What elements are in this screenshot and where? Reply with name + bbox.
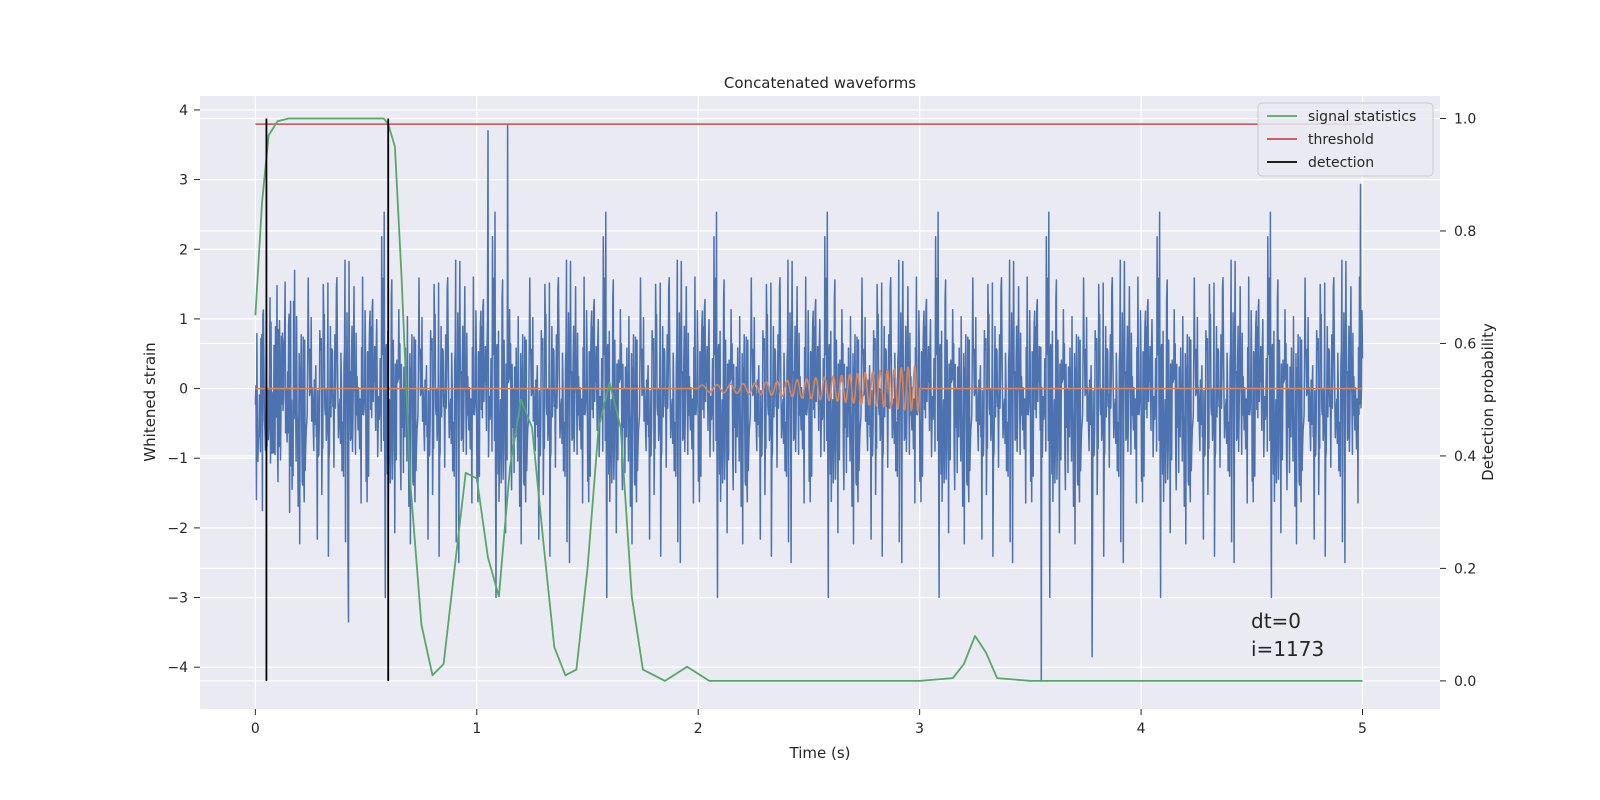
y-axis-label: Whitened strain <box>141 342 159 461</box>
legend-label-detection: detection <box>1308 155 1374 171</box>
axes-ticks: 0 1 2 3 4 5 −4 −3 −2 −1 0 1 2 3 4 0.0 0.2 0.4 0.6 0.8 1.0 <box>167 103 1476 737</box>
y-tick-label: 4 <box>179 103 188 119</box>
plot-content <box>254 117 1364 682</box>
y-tick-label: −1 <box>167 451 188 467</box>
x-tick-label: 1 <box>472 721 481 737</box>
y-tick-label: 1 <box>179 312 188 328</box>
chart-title: Concatenated waveforms <box>724 74 916 92</box>
y-tick-label: −3 <box>167 591 188 607</box>
y2-tick-label: 0.0 <box>1454 674 1476 690</box>
y-tick-label: −4 <box>167 660 188 676</box>
x-tick-label: 5 <box>1358 721 1367 737</box>
y-tick-label: 3 <box>179 173 188 189</box>
y-tick-label: 0 <box>179 382 188 398</box>
legend-label-threshold: threshold <box>1308 132 1374 148</box>
legend: signal statistics threshold detection <box>1257 102 1434 177</box>
template-waveform-line <box>255 364 1363 414</box>
y2-tick-label: 0.2 <box>1454 561 1476 577</box>
x-tick-label: 0 <box>251 721 260 737</box>
x-tick-label: 3 <box>915 721 924 737</box>
legend-label-signal-statistics: signal statistics <box>1308 109 1416 125</box>
y2-tick-label: 0.8 <box>1454 224 1476 240</box>
x-tick-label: 2 <box>694 721 703 737</box>
whitened-strain-line <box>254 124 1364 682</box>
y-tick-label: 2 <box>179 242 188 258</box>
x-axis-label: Time (s) <box>789 744 851 762</box>
y2-tick-label: 0.4 <box>1454 449 1476 465</box>
signal-statistics-line <box>254 117 1363 682</box>
y2-axis-label: Detection probability <box>1479 323 1497 481</box>
x-tick-label: 4 <box>1137 721 1146 737</box>
annotation-i: i=1173 <box>1251 637 1324 661</box>
legend-box <box>1257 102 1434 177</box>
y2-tick-label: 0.6 <box>1454 336 1476 352</box>
y2-tick-label: 1.0 <box>1454 111 1476 127</box>
annotation-dt: dt=0 <box>1251 609 1301 633</box>
y-tick-label: −2 <box>167 521 188 537</box>
